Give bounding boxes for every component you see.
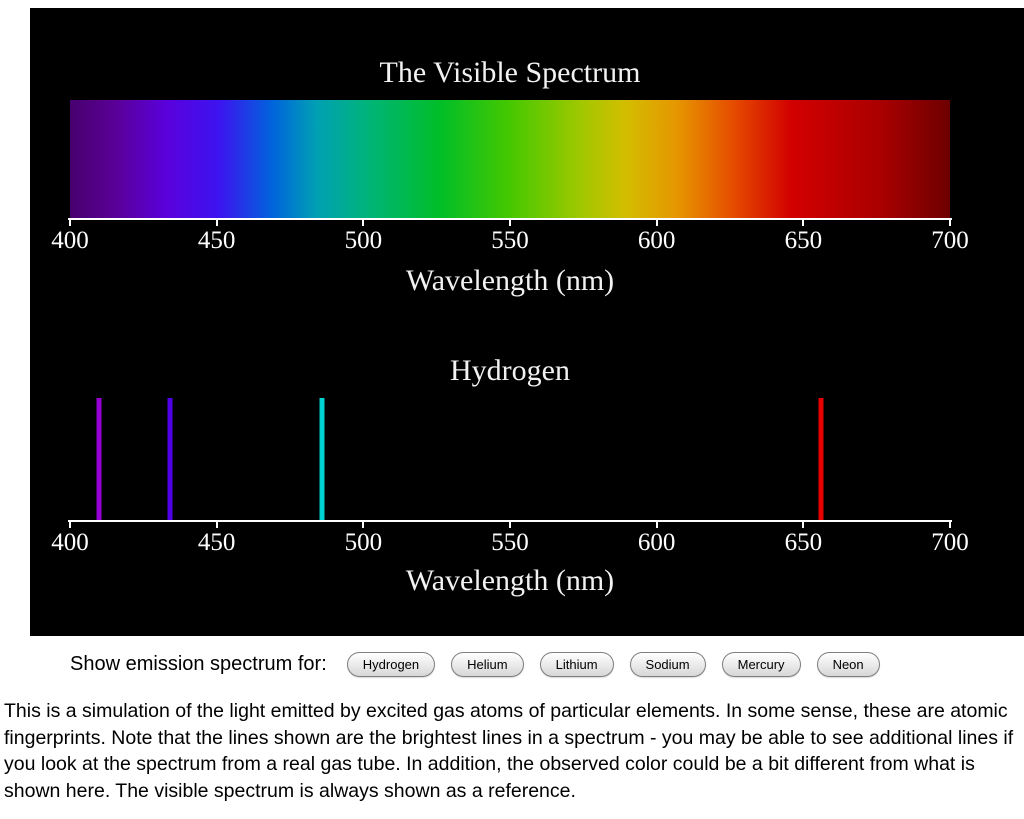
tick-mark bbox=[69, 220, 71, 226]
button-mercury[interactable]: Mercury bbox=[721, 651, 801, 677]
button-lithium[interactable]: Lithium bbox=[539, 651, 614, 677]
tick-mark bbox=[802, 220, 805, 226]
emission-line-434nm bbox=[167, 398, 173, 520]
tick-label: 550 bbox=[491, 227, 529, 254]
element-spectrum-title: Hydrogen bbox=[450, 354, 570, 387]
tick-label: 700 bbox=[931, 227, 969, 254]
tick-mark bbox=[655, 522, 658, 528]
tick-label: 650 bbox=[784, 529, 823, 556]
tick-mark bbox=[215, 220, 218, 226]
visible-spectrum-axis: 400 450 500 550 600 650 700 bbox=[51, 218, 969, 262]
tick-mark bbox=[215, 522, 218, 528]
tick-mark bbox=[949, 522, 951, 528]
tick-mark bbox=[362, 220, 365, 226]
description-text: This is a simulation of the light emitte… bbox=[4, 700, 1014, 802]
tick-label: 500 bbox=[344, 529, 383, 556]
element-spectrum-xlabel: Wavelength (nm) bbox=[405, 564, 615, 597]
button-helium[interactable]: Helium bbox=[451, 651, 524, 677]
controls-label: Show emission spectrum for: bbox=[70, 652, 327, 675]
button-hydrogen[interactable]: Hydrogen bbox=[346, 651, 436, 677]
tick-mark bbox=[362, 522, 365, 528]
emission-line-656nm bbox=[818, 398, 824, 520]
tick-label: 600 bbox=[637, 227, 676, 254]
visible-spectrum-xlabel: Wavelength (nm) bbox=[405, 264, 615, 297]
tick-label: 450 bbox=[197, 529, 236, 556]
visible-spectrum-gradient bbox=[70, 100, 950, 218]
axis-line bbox=[68, 218, 952, 220]
element-spectrum-axis: 400 450 500 550 600 650 700 bbox=[51, 520, 969, 564]
tick-label: 650 bbox=[784, 227, 823, 254]
tick-label: 500 bbox=[344, 227, 383, 254]
tick-label: 600 bbox=[637, 529, 676, 556]
tick-label: 400 bbox=[51, 529, 89, 556]
visible-spectrum-title: The Visible Spectrum bbox=[379, 56, 641, 89]
tick-mark bbox=[509, 522, 511, 528]
button-neon[interactable]: Neon bbox=[816, 651, 880, 677]
tick-mark bbox=[509, 220, 511, 226]
tick-label: 700 bbox=[931, 529, 969, 556]
tick-mark bbox=[949, 220, 951, 226]
spectrum-panel: The Visible Spectrum 400 450 500 550 600 650 7… bbox=[30, 8, 1024, 636]
controls-row: Show emission spectrum for: Hydrogen Hel… bbox=[70, 648, 880, 680]
tick-mark bbox=[69, 522, 71, 528]
button-sodium[interactable]: Sodium bbox=[629, 651, 706, 677]
tick-label: 450 bbox=[197, 227, 236, 254]
axis-line bbox=[68, 520, 952, 522]
tick-mark bbox=[802, 522, 805, 528]
emission-line-486nm bbox=[319, 398, 325, 520]
tick-label: 400 bbox=[51, 227, 89, 254]
emission-line-410nm bbox=[96, 398, 102, 520]
tick-mark bbox=[655, 220, 658, 226]
tick-label: 550 bbox=[491, 529, 529, 556]
emission-lines-area bbox=[70, 398, 950, 520]
